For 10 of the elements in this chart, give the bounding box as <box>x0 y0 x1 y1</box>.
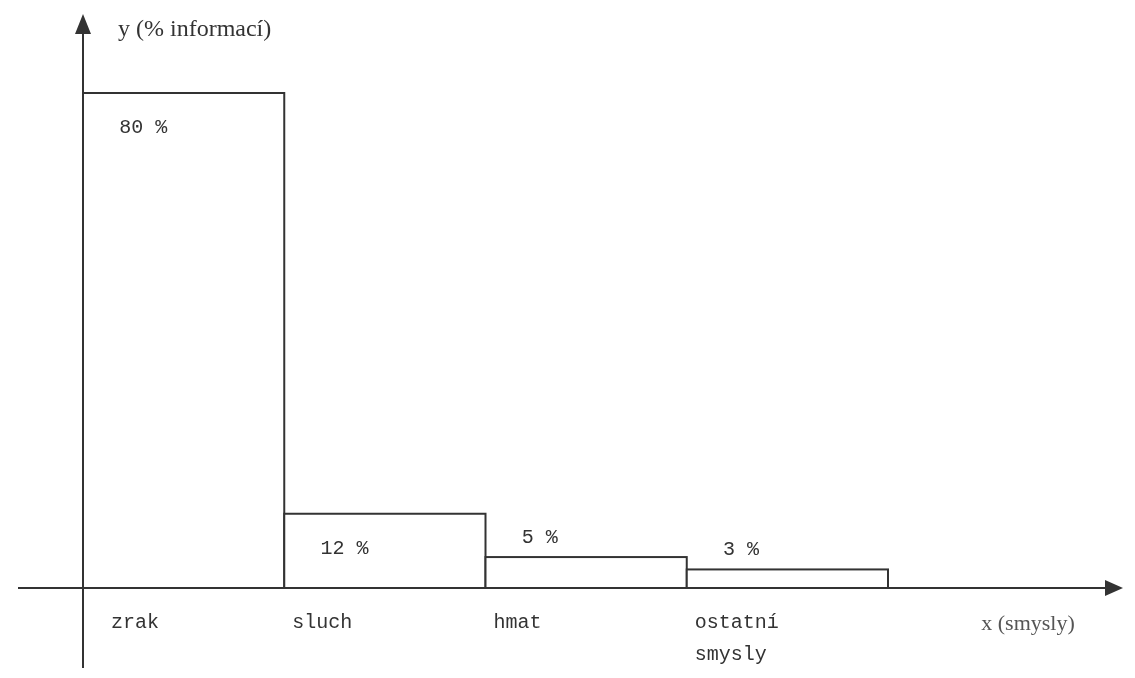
data-label: 5 % <box>521 526 559 550</box>
text: x (smysly) <box>981 610 1075 635</box>
x-tick-label: ostatní smysly <box>694 611 779 666</box>
x-tick-label: hmat <box>493 611 542 634</box>
data-label: 12 % <box>320 536 370 560</box>
data-label: 3 % <box>722 538 760 562</box>
x-tick-label: zrak <box>111 611 160 634</box>
x-tick-label: sluch <box>292 611 353 634</box>
y-axis-title: y (% informací) <box>118 15 272 41</box>
data-label: 80 % <box>119 116 169 139</box>
